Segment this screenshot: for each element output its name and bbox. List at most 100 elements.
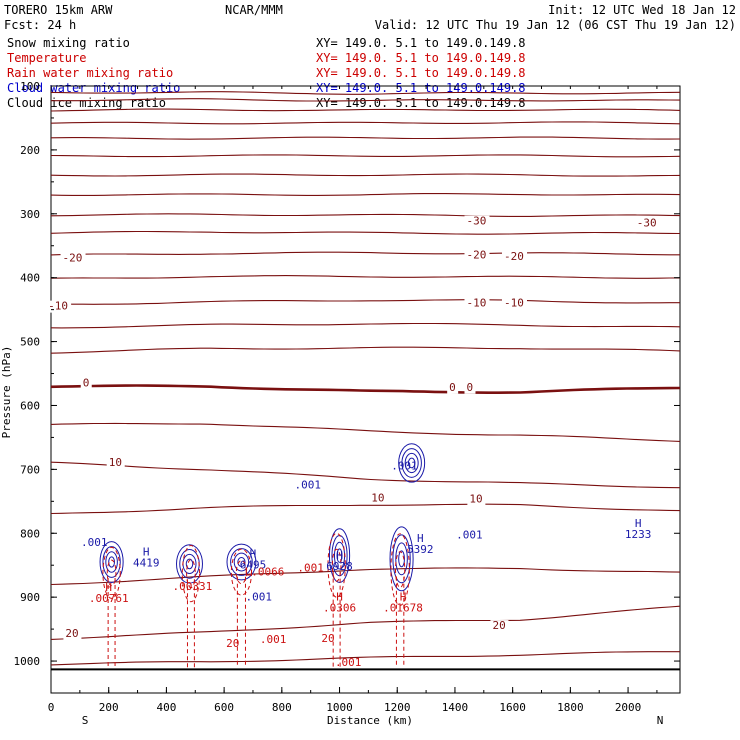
- rain-water-label: L.0066: [245, 565, 285, 578]
- y-axis-label: Pressure (hPa): [0, 346, 13, 439]
- temperature-label-bg: [464, 297, 490, 310]
- isotherm-line: [50, 322, 681, 329]
- legend-label: Cloud water mixing ratio: [7, 81, 180, 95]
- y-tick-label: 500: [20, 336, 40, 349]
- temperature-label: 10: [371, 491, 384, 504]
- plot-frame: [50, 85, 681, 694]
- cloud-water-label-line: 4419: [133, 557, 160, 570]
- temperature-label-bg: [106, 457, 125, 470]
- x-tick-label: 200: [99, 701, 119, 714]
- north-label: N: [657, 714, 664, 727]
- temperature-label: 20: [492, 619, 505, 632]
- rain-water-contour: [390, 533, 410, 606]
- isotherm-line: [50, 121, 681, 125]
- isotherm-line: [50, 213, 681, 217]
- cloud-water-label: .001: [81, 536, 108, 549]
- x-tick-label: 0: [48, 701, 55, 714]
- rain-water-label-line: .0306: [323, 601, 356, 614]
- isotherm-line: [50, 108, 681, 112]
- init-time: Init: 12 UTC Wed 18 Jan 12: [548, 3, 736, 17]
- temperature-label: 0: [449, 381, 456, 394]
- temperature-label-bg: [63, 627, 82, 640]
- forecast-hour: Fcst: 24 h: [4, 18, 76, 32]
- x-tick-label: 800: [272, 701, 292, 714]
- legend-label: Snow mixing ratio: [7, 36, 130, 50]
- cloud-water-contour: [407, 457, 416, 469]
- x-tick-label: 2000: [615, 701, 642, 714]
- rain-water-label: 20: [321, 632, 334, 645]
- isotherm-line: [50, 651, 680, 666]
- cloud-water-contour: [105, 551, 118, 573]
- cloud-water-label: H 6928: [326, 549, 353, 573]
- cloud-water-label: .001: [245, 590, 272, 603]
- cloud-water-contour: [233, 552, 250, 572]
- cloud-water-contour: [389, 526, 414, 592]
- cloud-water-label-line: 1233: [625, 528, 652, 541]
- temperature-label: -20: [466, 249, 486, 262]
- cloud-water-label-line: .001: [295, 479, 322, 492]
- isotherm-line: [50, 230, 681, 235]
- temperature-label: 0: [466, 381, 473, 394]
- legend-label: Temperature: [7, 51, 86, 65]
- temperature-label: 10: [469, 493, 482, 506]
- axes: 0 200 400 600 800 1000 1200 1400 1600 1800 2000100…: [14, 80, 680, 714]
- cloud-water-label-line: H: [635, 517, 642, 530]
- cloud-water-contour: [398, 443, 426, 483]
- temperature-label-bg: [464, 381, 476, 394]
- temperature-label: -10: [48, 300, 68, 313]
- y-tick-label: 200: [20, 144, 40, 157]
- legend-range: XY= 149.0. 5.1 to 149.0.149.8: [316, 36, 526, 50]
- rain-water-contour: [327, 532, 346, 598]
- cloud-water-label-line: .001: [456, 528, 483, 541]
- temperature-label-bg: [369, 492, 388, 505]
- rain-water-label-line: 20: [321, 632, 334, 645]
- rain-water-label-line: H: [336, 590, 343, 603]
- isotherm-line: [50, 384, 681, 394]
- rain-water-contour: [186, 559, 196, 589]
- y-tick-label: 900: [20, 591, 40, 604]
- temperature-label: 20: [65, 627, 78, 640]
- isotherm-line: [50, 275, 681, 279]
- cloud-water-label: H 6495: [240, 548, 267, 572]
- isotherm-line: [50, 605, 681, 640]
- rain-water-label: .00331: [173, 580, 213, 593]
- cloud-water-contour: [99, 541, 124, 583]
- isotherm-line: [50, 173, 681, 177]
- rain-water-contour: [230, 548, 253, 596]
- temperature-label: -30: [637, 217, 657, 230]
- temperature-label: -10: [504, 296, 524, 309]
- y-tick-label: 600: [20, 399, 40, 412]
- rain-water-label: .001: [297, 562, 324, 575]
- rain-water-contour: [102, 546, 121, 599]
- y-tick-label: 700: [20, 463, 40, 476]
- rain-water-label: 20: [226, 637, 239, 650]
- cloud-water-contour: [398, 550, 405, 568]
- cloud-water-label-line: .001: [391, 459, 418, 472]
- cloud-water-label: H 1233: [625, 517, 652, 541]
- rain-water-label-line: .001: [335, 656, 362, 669]
- isotherm-line: [50, 136, 681, 140]
- rain-water-label: H .01678: [383, 590, 423, 614]
- x-axis-label: Distance (km): [327, 714, 413, 727]
- cloud-water-label-line: .001: [81, 536, 108, 549]
- x-tick-label: 1800: [557, 701, 584, 714]
- model-title: TORERO 15km ARW: [4, 3, 113, 17]
- x-tick-label: 1400: [442, 701, 469, 714]
- temperature-label: -10: [466, 296, 486, 309]
- legend-range: XY= 149.0. 5.1 to 149.0.149.8: [316, 66, 526, 80]
- cloud-water-label-line: H: [336, 549, 343, 562]
- cloud-water-label: H 4419: [133, 546, 160, 570]
- center-title: NCAR/MMM: [225, 3, 283, 17]
- rain-water-contour: [106, 559, 117, 587]
- rain-water-label-line: 20: [226, 637, 239, 650]
- rain-water-label-line: .00331: [173, 580, 213, 593]
- rain-water-contour: [331, 548, 342, 582]
- cloud-water-label-line: H: [417, 532, 424, 545]
- valid-time: Valid: 12 UTC Thu 19 Jan 12 (06 CST Thu …: [375, 18, 736, 32]
- cloud-water-contour: [328, 528, 351, 583]
- temperature-label-bg: [60, 252, 86, 265]
- isotherm-line: [51, 299, 680, 305]
- rain-water-label: .001: [335, 656, 362, 669]
